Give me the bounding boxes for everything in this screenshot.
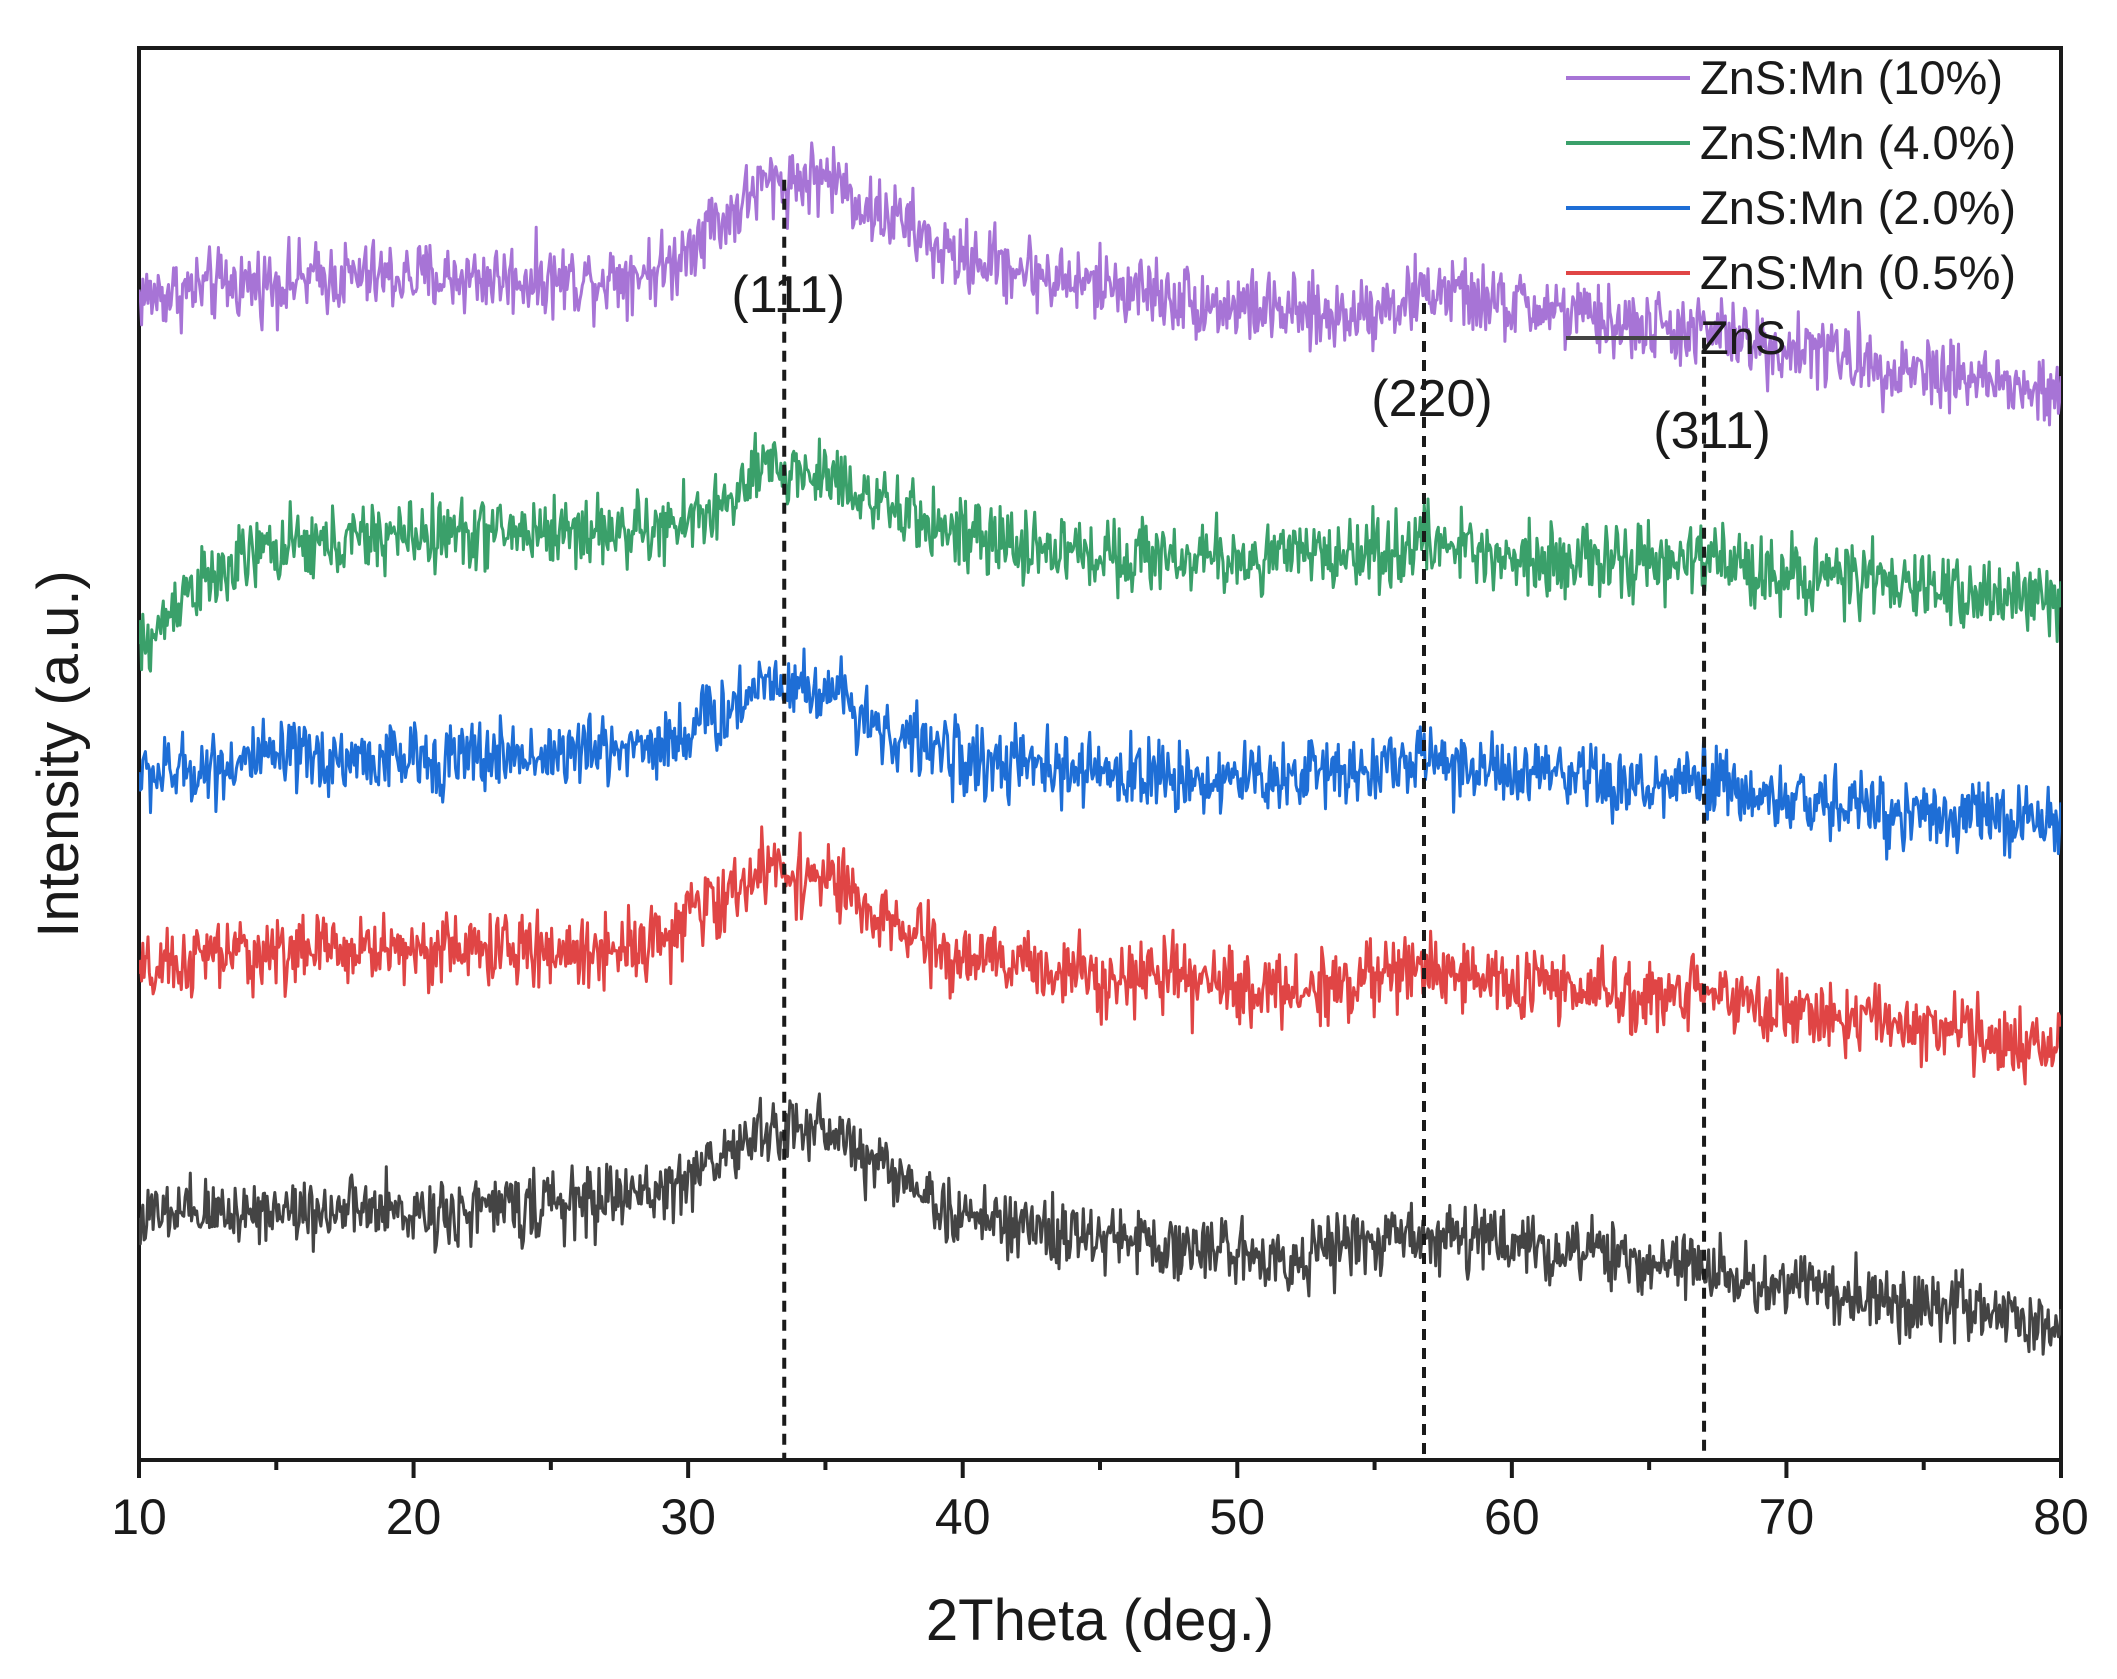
y-axis-title: Intensity (a.u.) (26, 570, 91, 937)
x-tick-label: 80 (2033, 1489, 2089, 1545)
series-line-3 (139, 825, 2061, 1086)
curves-group (139, 141, 2061, 1356)
x-tick-label: 10 (111, 1489, 167, 1545)
x-axis: 10 20 30 40 50 60 70 80 (111, 1460, 2089, 1545)
x-tick-label: 70 (1759, 1489, 1815, 1545)
legend: ZnS:Mn (10%) ZnS:Mn (4.0%) ZnS:Mn (2.0%) Zn… (1566, 51, 2016, 364)
legend-label-1: ZnS:Mn (4.0%) (1700, 116, 2016, 169)
series-line-0 (139, 141, 2061, 427)
x-tick-label: 20 (386, 1489, 442, 1545)
legend-label-2: ZnS:Mn (2.0%) (1700, 181, 2016, 234)
legend-label-0: ZnS:Mn (10%) (1700, 51, 2003, 104)
legend-label-4: ZnS (1700, 311, 1786, 364)
peak-label-2: (311) (1653, 402, 1771, 460)
series-line-1 (139, 431, 2061, 673)
x-tick-label: 60 (1484, 1489, 1540, 1545)
peak-label-1: (220) (1371, 370, 1492, 428)
x-tick-label: 30 (660, 1489, 716, 1545)
x-axis-title: 2Theta (deg.) (926, 1588, 1274, 1653)
peak-label-0: (111) (731, 266, 845, 324)
series-line-2 (139, 647, 2061, 861)
x-tick-label: 50 (1209, 1489, 1265, 1545)
legend-label-3: ZnS:Mn (0.5%) (1700, 246, 2016, 299)
peak-lines-group: (111) (220) (311) (731, 179, 1771, 1460)
series-line-4 (139, 1092, 2061, 1356)
x-tick-label: 40 (935, 1489, 991, 1545)
